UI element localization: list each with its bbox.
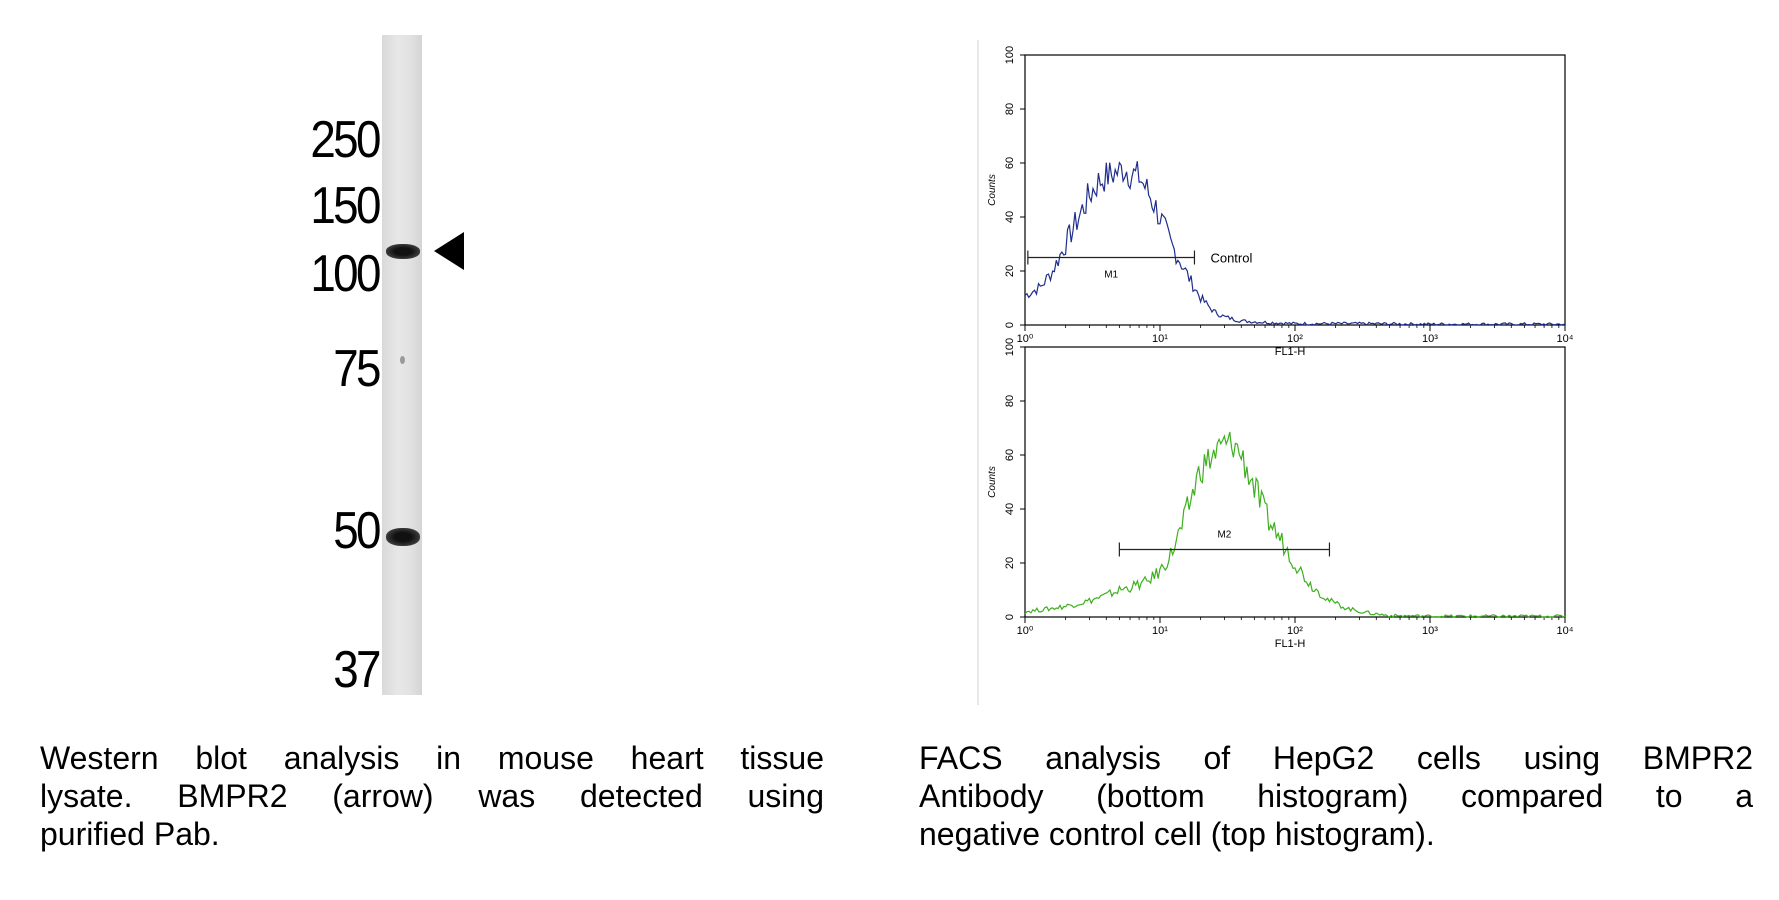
control-annotation: Control [1210,251,1252,266]
x-axis-label: FL1-H [1275,638,1306,650]
y-tick-label: 60 [1004,449,1016,461]
facs-caption: FACS analysis of HepG2 cells using BMPR2… [919,739,1753,853]
y-tick-label: 60 [1004,157,1016,169]
antibody-histogram: 0 20 40 60 80 100 Counts 10⁰ 10¹ 10² 10³ 10⁴ FL1-H M2 [987,338,1574,650]
control-histogram: 0 20 40 60 80 100 Counts 10⁰ 10¹ 10² 10³ 10⁴ FL1-H M1… [987,46,1574,358]
x-tick-label: 10¹ [1152,333,1168,345]
x-tick-label: 10¹ [1152,625,1168,637]
facs-histograms: 0 20 40 60 80 100 Counts 10⁰ 10¹ 10² 10³ 10⁴ FL1-H M1… [977,40,1574,705]
caption-line: lysate. BMPR2 (arrow) was detected using [40,778,824,814]
mw-marker-75: 75 [333,340,381,398]
y-tick-label: 0 [1004,322,1016,328]
caption-line: negative control cell (top histogram). [919,816,1435,852]
x-tick-label: 10⁰ [1017,625,1034,637]
blot-faint-spot [400,356,405,364]
gate-label: M2 [1217,530,1231,541]
x-tick-label: 10² [1287,333,1303,345]
x-tick-label: 10⁰ [1017,333,1034,345]
y-tick-label: 20 [1004,265,1016,277]
x-tick-label: 10³ [1422,625,1438,637]
mw-marker-37: 37 [333,641,381,699]
x-tick-label: 10⁴ [1557,333,1574,345]
y-tick-label: 100 [1004,338,1016,356]
caption-line: Western blot analysis in mouse heart tis… [40,740,824,776]
plot-frame [1024,54,1566,326]
y-tick-label: 20 [1004,557,1016,569]
plot-frame [1024,346,1566,618]
blot-band-50kda [386,528,420,546]
western-blot-caption: Western blot analysis in mouse heart tis… [40,739,824,853]
western-blot-lane [382,35,422,695]
y-axis-label: Counts [987,174,998,206]
band-arrow-icon [434,232,464,270]
caption-line: FACS analysis of HepG2 cells using BMPR2 [919,740,1753,776]
y-tick-label: 0 [1004,614,1016,620]
x-tick-label: 10⁴ [1557,625,1574,637]
y-tick-label: 80 [1004,395,1016,407]
mw-marker-100: 100 [310,245,382,303]
mw-marker-250: 250 [310,111,382,169]
y-axis-label: Counts [987,466,998,498]
mw-marker-150: 150 [310,177,382,235]
gate-label: M1 [1104,270,1118,281]
y-tick-label: 80 [1004,103,1016,115]
blot-band-100kda [386,244,420,259]
caption-line: purified Pab. [40,816,220,852]
x-tick-label: 10³ [1422,333,1438,345]
histogram-trace [1024,431,1566,618]
x-axis-label: FL1-H [1275,346,1306,358]
y-tick-label: 100 [1004,46,1016,64]
x-tick-label: 10² [1287,625,1303,637]
y-tick-label: 40 [1004,503,1016,515]
y-tick-label: 40 [1004,211,1016,223]
histogram-trace [1024,161,1566,326]
caption-line: Antibody (bottom histogram) compared to … [919,778,1753,814]
mw-marker-50: 50 [333,502,381,560]
